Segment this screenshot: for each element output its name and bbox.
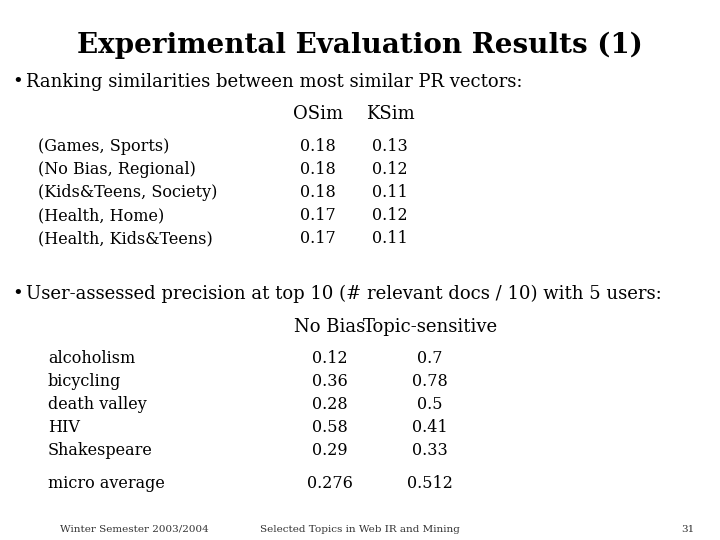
Text: 0.512: 0.512	[407, 475, 453, 492]
Text: HIV: HIV	[48, 419, 80, 436]
Text: KSim: KSim	[366, 105, 415, 123]
Text: OSim: OSim	[293, 105, 343, 123]
Text: 0.58: 0.58	[312, 419, 348, 436]
Text: 0.17: 0.17	[300, 230, 336, 247]
Text: 31: 31	[682, 525, 695, 534]
Text: Ranking similarities between most similar PR vectors:: Ranking similarities between most simila…	[26, 73, 523, 91]
Text: alcoholism: alcoholism	[48, 350, 135, 367]
Text: 0.33: 0.33	[412, 442, 448, 459]
Text: 0.36: 0.36	[312, 373, 348, 390]
Text: 0.5: 0.5	[418, 396, 443, 413]
Text: (Health, Kids&Teens): (Health, Kids&Teens)	[38, 230, 212, 247]
Text: 0.17: 0.17	[300, 207, 336, 224]
Text: 0.78: 0.78	[412, 373, 448, 390]
Text: Winter Semester 2003/2004: Winter Semester 2003/2004	[60, 525, 209, 534]
Text: 0.7: 0.7	[418, 350, 443, 367]
Text: 0.41: 0.41	[412, 419, 448, 436]
Text: (Health, Home): (Health, Home)	[38, 207, 164, 224]
Text: •: •	[12, 73, 23, 91]
Text: 0.18: 0.18	[300, 184, 336, 201]
Text: 0.13: 0.13	[372, 138, 408, 155]
Text: Shakespeare: Shakespeare	[48, 442, 153, 459]
Text: 0.11: 0.11	[372, 230, 408, 247]
Text: No Bias: No Bias	[294, 318, 366, 336]
Text: 0.12: 0.12	[372, 207, 408, 224]
Text: Experimental Evaluation Results (1): Experimental Evaluation Results (1)	[77, 32, 643, 59]
Text: 0.11: 0.11	[372, 184, 408, 201]
Text: (Games, Sports): (Games, Sports)	[38, 138, 169, 155]
Text: •: •	[12, 285, 23, 303]
Text: 0.12: 0.12	[372, 161, 408, 178]
Text: 0.276: 0.276	[307, 475, 353, 492]
Text: bicycling: bicycling	[48, 373, 122, 390]
Text: death valley: death valley	[48, 396, 147, 413]
Text: 0.12: 0.12	[312, 350, 348, 367]
Text: Selected Topics in Web IR and Mining: Selected Topics in Web IR and Mining	[260, 525, 460, 534]
Text: 0.29: 0.29	[312, 442, 348, 459]
Text: 0.18: 0.18	[300, 161, 336, 178]
Text: 0.28: 0.28	[312, 396, 348, 413]
Text: (No Bias, Regional): (No Bias, Regional)	[38, 161, 196, 178]
Text: 0.18: 0.18	[300, 138, 336, 155]
Text: (Kids&Teens, Society): (Kids&Teens, Society)	[38, 184, 217, 201]
Text: micro average: micro average	[48, 475, 165, 492]
Text: User-assessed precision at top 10 (# relevant docs / 10) with 5 users:: User-assessed precision at top 10 (# rel…	[26, 285, 662, 303]
Text: Topic-sensitive: Topic-sensitive	[362, 318, 498, 336]
